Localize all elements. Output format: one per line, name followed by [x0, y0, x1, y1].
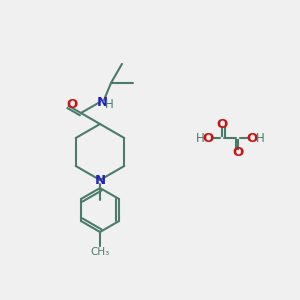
Text: O: O — [66, 98, 77, 112]
Text: O: O — [246, 131, 258, 145]
Text: H: H — [196, 131, 204, 145]
Text: O: O — [216, 118, 228, 130]
Text: H: H — [256, 131, 264, 145]
Text: N: N — [94, 173, 106, 187]
Text: O: O — [232, 146, 244, 158]
Text: CH₃: CH₃ — [90, 247, 110, 257]
Text: H: H — [105, 98, 113, 112]
Text: N: N — [96, 95, 108, 109]
Text: O: O — [202, 131, 214, 145]
